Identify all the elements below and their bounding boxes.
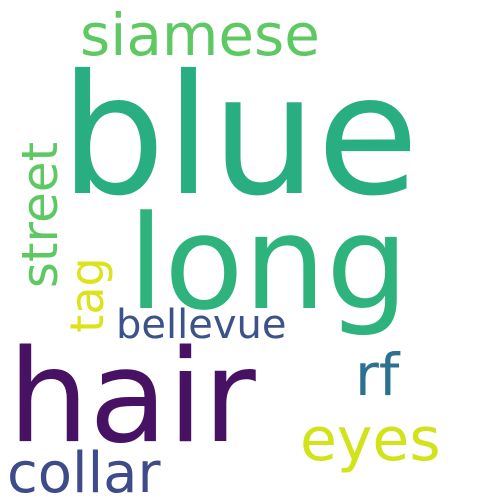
word-bellevue: bellevue	[116, 302, 287, 348]
word-eyes: eyes	[300, 405, 441, 475]
word-blue: blue	[60, 40, 419, 233]
word-rf: rf	[355, 341, 400, 409]
word-collar: collar	[7, 441, 161, 500]
word-street: street	[11, 141, 69, 289]
word-tag: tag	[60, 257, 114, 333]
word-hair: hair	[8, 323, 256, 472]
word-long: long	[128, 187, 409, 339]
word-siamese: siamese	[80, 1, 320, 69]
